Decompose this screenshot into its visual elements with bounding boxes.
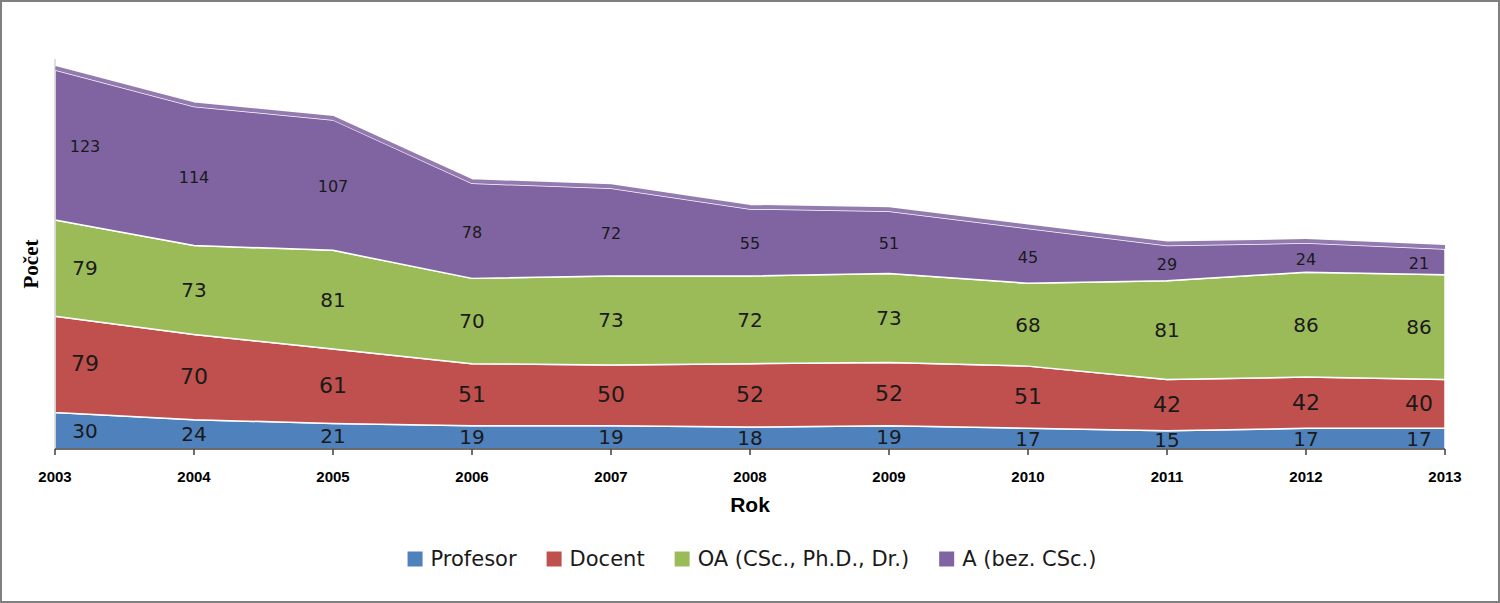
x-tick-label: 2012: [1289, 468, 1322, 485]
data-label: 17: [1406, 427, 1431, 451]
data-label: 70: [180, 364, 208, 389]
data-label: 79: [72, 256, 97, 280]
x-tick: [1444, 449, 1446, 455]
x-axis-title: Rok: [730, 493, 770, 516]
data-label: 52: [736, 382, 764, 407]
data-label: 17: [1293, 427, 1318, 451]
data-label: 24: [181, 422, 206, 446]
areas: [55, 68, 1445, 449]
x-tick-label: 2007: [594, 468, 627, 485]
x-tick-label: 2010: [1011, 468, 1044, 485]
x-tick-label: 2008: [733, 468, 766, 485]
data-labels: 3024211919181917151717797061515052525142…: [70, 137, 1433, 452]
data-label: 30: [72, 419, 97, 443]
data-label: 81: [1154, 318, 1179, 342]
x-tick: [1305, 449, 1307, 455]
x-tick: [888, 449, 890, 455]
legend-label: A (bez. CSc.): [962, 547, 1096, 571]
data-label: 19: [598, 425, 623, 449]
x-tick-label: 2006: [455, 468, 488, 485]
x-tick: [610, 449, 612, 455]
x-tick: [332, 449, 334, 455]
chart-svg: 3024211919181917151717797061515052525142…: [2, 2, 1500, 603]
data-label: 52: [875, 381, 903, 406]
data-label: 51: [1014, 384, 1042, 409]
data-label: 72: [601, 224, 621, 243]
legend: Profesor Docent OA (CSc., Ph.D., Dr.) A (be…: [408, 547, 1097, 571]
data-label: 42: [1292, 390, 1320, 415]
data-label: 24: [1296, 250, 1316, 269]
data-label: 86: [1406, 315, 1431, 339]
data-label: 19: [876, 425, 901, 449]
data-label: 68: [1015, 313, 1040, 337]
data-label: 73: [598, 308, 623, 332]
data-label: 51: [879, 234, 899, 253]
data-label: 29: [1157, 255, 1177, 274]
data-label: 55: [740, 234, 760, 253]
area-series: [55, 70, 1445, 283]
data-label: 51: [458, 382, 486, 407]
x-tick-label: 2004: [177, 468, 211, 485]
data-label: 107: [318, 177, 349, 196]
x-tick: [471, 449, 473, 455]
data-label: 17: [1015, 427, 1040, 451]
x-tick-label: 2005: [316, 468, 349, 485]
data-label: 42: [1153, 392, 1181, 417]
area-rim: [55, 68, 1445, 247]
legend-label: OA (CSc., Ph.D., Dr.): [698, 547, 910, 571]
y-axis-title: Počet: [19, 240, 43, 289]
data-label: 78: [462, 223, 482, 242]
data-label: 79: [71, 351, 99, 376]
x-tick: [193, 449, 195, 455]
legend-swatch: [408, 552, 423, 567]
data-label: 123: [70, 137, 101, 156]
y-axis-line: [55, 59, 56, 449]
x-tick: [54, 449, 56, 455]
data-label: 21: [1409, 254, 1429, 273]
x-tick: [1027, 449, 1029, 455]
legend-swatch: [939, 552, 954, 567]
x-tick-label: 2009: [872, 468, 905, 485]
legend-swatch: [547, 552, 562, 567]
data-label: 61: [319, 373, 347, 398]
data-label: 73: [876, 306, 901, 330]
data-label: 40: [1405, 391, 1433, 416]
data-label: 86: [1293, 313, 1318, 337]
legend-swatch: [675, 552, 690, 567]
data-label: 114: [179, 168, 210, 187]
x-tick-label: 2003: [38, 468, 71, 485]
x-tick-label: 2013: [1428, 468, 1461, 485]
data-label: 70: [459, 309, 484, 333]
data-label: 18: [737, 426, 762, 450]
data-label: 81: [320, 288, 345, 312]
x-tick-label: 2011: [1151, 468, 1184, 485]
legend-label: Profesor: [431, 547, 517, 571]
data-label: 19: [459, 425, 484, 449]
data-label: 72: [737, 308, 762, 332]
chart-frame: 3024211919181917151717797061515052525142…: [0, 0, 1500, 603]
x-tick: [1166, 449, 1168, 455]
data-label: 73: [181, 278, 206, 302]
data-label: 45: [1018, 248, 1038, 267]
data-label: 50: [597, 382, 625, 407]
x-tick: [749, 449, 751, 455]
legend-label: Docent: [570, 547, 645, 571]
data-label: 21: [320, 424, 345, 448]
